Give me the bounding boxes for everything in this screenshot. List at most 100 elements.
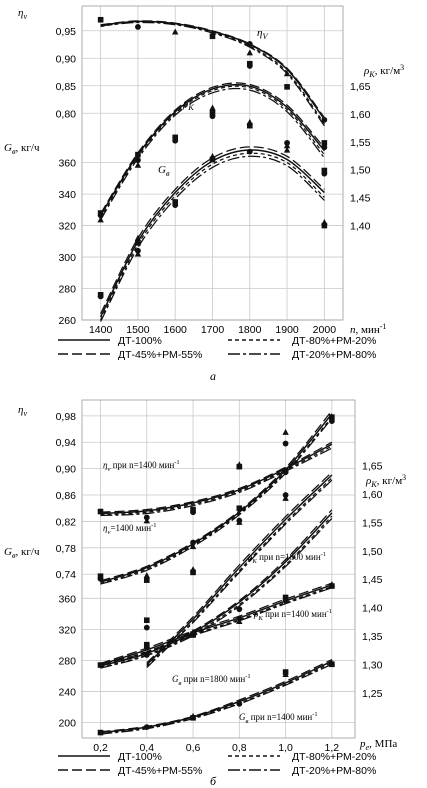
- data-point: [97, 293, 104, 300]
- data-point: [97, 729, 104, 736]
- y2-tick-label: 1,50: [362, 546, 383, 558]
- series-line: [146, 477, 333, 667]
- data-point: [190, 715, 196, 721]
- x-tick-label: 1,0: [278, 742, 293, 754]
- y-tick-label: 240: [58, 686, 76, 698]
- data-point: [282, 594, 289, 601]
- y-tick-label: 0,90: [56, 464, 77, 476]
- series-line: [100, 155, 325, 322]
- data-point: [246, 49, 253, 56]
- y-tick-label: 200: [58, 717, 76, 729]
- data-point: [246, 41, 253, 47]
- series-line: [100, 418, 333, 585]
- data-point: [97, 212, 104, 219]
- y-tick-label: 300: [58, 252, 76, 264]
- legend-label: ДТ-80%+РМ-20%: [292, 335, 376, 347]
- data-point: [135, 151, 141, 158]
- data-point: [97, 16, 104, 23]
- x-axis-label: n, мин-1: [350, 322, 386, 336]
- y-tick-label: 0,82: [56, 516, 77, 528]
- legend-label: ДТ-20%+РМ-80%: [292, 765, 376, 777]
- data-point: [190, 569, 196, 576]
- chart-caption: а: [210, 369, 216, 383]
- data-point: [172, 28, 179, 35]
- data-point: [236, 463, 243, 470]
- x-tick-label: 1700: [201, 324, 225, 336]
- data-point: [321, 170, 328, 177]
- series-line: [100, 447, 333, 517]
- legend-label: ДТ-45%+РМ-55%: [118, 349, 202, 361]
- series-label: ηV: [257, 27, 268, 41]
- data-point: [209, 33, 216, 40]
- series-label: Gв: [158, 164, 170, 178]
- series-line: [100, 517, 333, 669]
- y-tick-label: 0,90: [56, 53, 77, 65]
- series-line: [100, 663, 333, 735]
- data-point: [190, 509, 196, 516]
- data-point: [190, 631, 196, 637]
- data-point: [321, 116, 328, 123]
- data-point: [329, 414, 335, 420]
- series-label: ρK при n=1400 мин-1: [253, 608, 332, 622]
- series-label: Gв при n=1400 мин-1: [239, 711, 318, 725]
- y-axis-label: Gв, кг/ч: [4, 546, 40, 560]
- data-point: [143, 572, 150, 579]
- legend-label: ДТ-20%+РМ-80%: [292, 349, 376, 361]
- series-label: ρK при n=1800 мин-1: [247, 551, 326, 565]
- legend-label: ДТ-100%: [118, 751, 162, 763]
- y2-tick-label: 1,60: [350, 109, 371, 121]
- series-line: [146, 474, 333, 666]
- x-tick-label: 1400: [89, 324, 113, 336]
- data-point: [283, 70, 291, 77]
- data-point: [143, 652, 150, 658]
- y-axis-label: Gв, кг/ч: [4, 142, 40, 156]
- series-line: [100, 410, 333, 582]
- series-line: [100, 584, 333, 666]
- y2-axis-label: ρK, кг/м3: [363, 63, 404, 79]
- x-tick-label: 1,2: [325, 742, 340, 754]
- data-point: [209, 104, 216, 111]
- data-point: [282, 669, 289, 675]
- series-line: [100, 515, 333, 669]
- data-point: [172, 134, 179, 141]
- data-point: [321, 140, 328, 146]
- y2-tick-label: 1,25: [362, 688, 383, 700]
- y-tick-label: 360: [58, 158, 76, 170]
- chart-panel-2: 0,2 0,4 0,6 0,8 1,0 1,2 0,98 0,94 0,90 0,86 0,82 0,…: [4, 399, 406, 788]
- series-label: Gв при n=1800 мин-1: [172, 673, 251, 687]
- legend-label: ДТ-45%+РМ-55%: [118, 765, 202, 777]
- y-tick-label: 340: [58, 189, 76, 201]
- data-point: [282, 440, 289, 447]
- y-tick-label: 280: [58, 284, 76, 296]
- x-tick-label: 1800: [238, 324, 262, 336]
- data-point: [134, 161, 142, 168]
- series-line: [100, 20, 325, 118]
- data-point: [236, 700, 243, 707]
- y2-tick-label: 1,50: [350, 165, 371, 177]
- series-line: [100, 441, 333, 513]
- data-point: [143, 577, 150, 583]
- x-tick-label: 0,4: [139, 742, 154, 754]
- series-line: [100, 660, 333, 734]
- legend-label: ДТ-80%+РМ-20%: [292, 751, 376, 763]
- data-point: [135, 157, 141, 164]
- data-point: [143, 644, 150, 651]
- y2-tick-label: 1,65: [362, 460, 383, 472]
- series-line: [100, 443, 333, 515]
- y-tick-label: 280: [58, 655, 76, 667]
- y2-tick-label: 1,45: [350, 192, 371, 204]
- series-line: [100, 662, 333, 734]
- data-point: [328, 418, 335, 425]
- y-tick-label: 0,80: [56, 108, 77, 120]
- x-tick-label: 2000: [313, 324, 337, 336]
- data-point: [246, 63, 253, 69]
- series-label: ρK: [182, 98, 194, 112]
- x-tick-label: 1600: [164, 324, 188, 336]
- data-point: [321, 144, 328, 151]
- plot-frame: [81, 399, 356, 739]
- series-line: [146, 471, 333, 664]
- data-point: [172, 137, 179, 144]
- data-point: [143, 517, 150, 524]
- x-tick-label: 1500: [126, 324, 150, 336]
